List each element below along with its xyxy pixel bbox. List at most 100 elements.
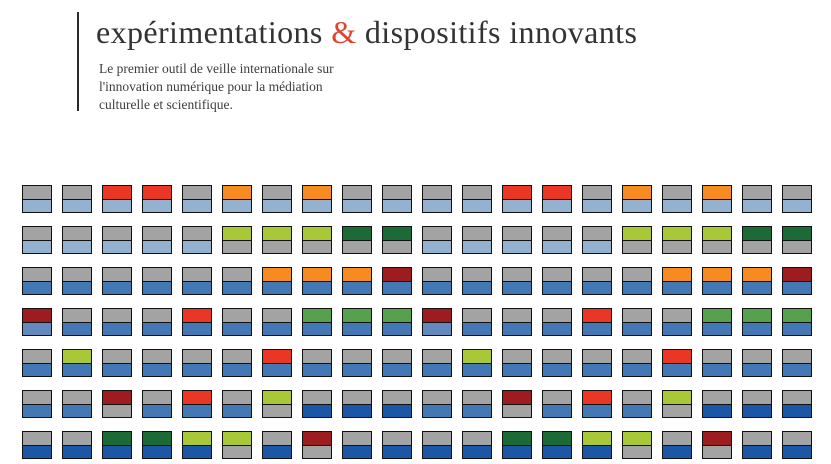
mosaic-tile[interactable] bbox=[382, 431, 412, 459]
mosaic-tile[interactable] bbox=[222, 431, 252, 459]
mosaic-tile[interactable] bbox=[582, 267, 612, 295]
mosaic-tile[interactable] bbox=[742, 226, 772, 254]
mosaic-tile[interactable] bbox=[622, 226, 652, 254]
mosaic-tile[interactable] bbox=[462, 267, 492, 295]
mosaic-tile[interactable] bbox=[342, 308, 372, 336]
mosaic-tile[interactable] bbox=[302, 185, 332, 213]
mosaic-tile[interactable] bbox=[222, 308, 252, 336]
mosaic-tile[interactable] bbox=[182, 226, 212, 254]
mosaic-tile[interactable] bbox=[702, 226, 732, 254]
mosaic-tile[interactable] bbox=[302, 390, 332, 418]
mosaic-tile[interactable] bbox=[782, 431, 812, 459]
mosaic-tile[interactable] bbox=[182, 349, 212, 377]
mosaic-tile[interactable] bbox=[302, 267, 332, 295]
mosaic-tile[interactable] bbox=[62, 226, 92, 254]
mosaic-tile[interactable] bbox=[742, 308, 772, 336]
mosaic-tile[interactable] bbox=[742, 431, 772, 459]
mosaic-tile[interactable] bbox=[302, 308, 332, 336]
mosaic-tile[interactable] bbox=[502, 390, 532, 418]
mosaic-tile[interactable] bbox=[742, 267, 772, 295]
mosaic-tile[interactable] bbox=[62, 308, 92, 336]
mosaic-tile[interactable] bbox=[462, 390, 492, 418]
mosaic-tile[interactable] bbox=[62, 390, 92, 418]
mosaic-tile[interactable] bbox=[382, 308, 412, 336]
mosaic-tile[interactable] bbox=[262, 349, 292, 377]
mosaic-tile[interactable] bbox=[622, 349, 652, 377]
mosaic-tile[interactable] bbox=[782, 390, 812, 418]
mosaic-tile[interactable] bbox=[22, 185, 52, 213]
mosaic-tile[interactable] bbox=[702, 185, 732, 213]
mosaic-tile[interactable] bbox=[382, 226, 412, 254]
mosaic-tile[interactable] bbox=[422, 390, 452, 418]
mosaic-tile[interactable] bbox=[702, 267, 732, 295]
mosaic-tile[interactable] bbox=[782, 185, 812, 213]
mosaic-tile[interactable] bbox=[262, 267, 292, 295]
mosaic-tile[interactable] bbox=[582, 390, 612, 418]
mosaic-tile[interactable] bbox=[502, 431, 532, 459]
mosaic-tile[interactable] bbox=[502, 226, 532, 254]
mosaic-tile[interactable] bbox=[502, 308, 532, 336]
mosaic-tile[interactable] bbox=[142, 226, 172, 254]
mosaic-tile[interactable] bbox=[62, 185, 92, 213]
mosaic-tile[interactable] bbox=[702, 308, 732, 336]
mosaic-tile[interactable] bbox=[342, 349, 372, 377]
mosaic-tile[interactable] bbox=[262, 431, 292, 459]
mosaic-tile[interactable] bbox=[742, 390, 772, 418]
mosaic-tile[interactable] bbox=[582, 226, 612, 254]
mosaic-tile[interactable] bbox=[542, 308, 572, 336]
mosaic-tile[interactable] bbox=[182, 390, 212, 418]
mosaic-tile[interactable] bbox=[542, 390, 572, 418]
mosaic-tile[interactable] bbox=[262, 185, 292, 213]
mosaic-tile[interactable] bbox=[462, 431, 492, 459]
mosaic-tile[interactable] bbox=[622, 390, 652, 418]
mosaic-tile[interactable] bbox=[302, 226, 332, 254]
mosaic-tile[interactable] bbox=[742, 185, 772, 213]
mosaic-tile[interactable] bbox=[782, 349, 812, 377]
mosaic-tile[interactable] bbox=[382, 267, 412, 295]
mosaic-tile[interactable] bbox=[182, 308, 212, 336]
mosaic-tile[interactable] bbox=[622, 308, 652, 336]
mosaic-tile[interactable] bbox=[462, 349, 492, 377]
mosaic-tile[interactable] bbox=[782, 226, 812, 254]
mosaic-tile[interactable] bbox=[102, 185, 132, 213]
mosaic-tile[interactable] bbox=[222, 185, 252, 213]
mosaic-tile[interactable] bbox=[702, 349, 732, 377]
mosaic-tile[interactable] bbox=[702, 431, 732, 459]
mosaic-tile[interactable] bbox=[142, 308, 172, 336]
mosaic-tile[interactable] bbox=[22, 431, 52, 459]
mosaic-tile[interactable] bbox=[782, 308, 812, 336]
mosaic-tile[interactable] bbox=[142, 349, 172, 377]
mosaic-tile[interactable] bbox=[742, 349, 772, 377]
mosaic-tile[interactable] bbox=[342, 390, 372, 418]
mosaic-tile[interactable] bbox=[542, 349, 572, 377]
mosaic-tile[interactable] bbox=[542, 226, 572, 254]
mosaic-tile[interactable] bbox=[582, 431, 612, 459]
mosaic-tile[interactable] bbox=[302, 349, 332, 377]
mosaic-tile[interactable] bbox=[662, 185, 692, 213]
mosaic-tile[interactable] bbox=[102, 267, 132, 295]
mosaic-tile[interactable] bbox=[22, 226, 52, 254]
mosaic-tile[interactable] bbox=[542, 431, 572, 459]
mosaic-tile[interactable] bbox=[102, 226, 132, 254]
mosaic-tile[interactable] bbox=[462, 185, 492, 213]
mosaic-tile[interactable] bbox=[382, 349, 412, 377]
mosaic-tile[interactable] bbox=[422, 226, 452, 254]
mosaic-tile[interactable] bbox=[662, 390, 692, 418]
mosaic-tile[interactable] bbox=[422, 185, 452, 213]
mosaic-tile[interactable] bbox=[262, 226, 292, 254]
mosaic-tile[interactable] bbox=[22, 390, 52, 418]
mosaic-tile[interactable] bbox=[342, 226, 372, 254]
mosaic-tile[interactable] bbox=[622, 185, 652, 213]
mosaic-tile[interactable] bbox=[142, 390, 172, 418]
mosaic-tile[interactable] bbox=[302, 431, 332, 459]
mosaic-tile[interactable] bbox=[62, 431, 92, 459]
mosaic-tile[interactable] bbox=[142, 185, 172, 213]
mosaic-tile[interactable] bbox=[382, 390, 412, 418]
mosaic-tile[interactable] bbox=[502, 267, 532, 295]
mosaic-tile[interactable] bbox=[22, 308, 52, 336]
mosaic-tile[interactable] bbox=[542, 267, 572, 295]
mosaic-tile[interactable] bbox=[622, 267, 652, 295]
mosaic-tile[interactable] bbox=[342, 431, 372, 459]
mosaic-tile[interactable] bbox=[462, 308, 492, 336]
mosaic-tile[interactable] bbox=[622, 431, 652, 459]
